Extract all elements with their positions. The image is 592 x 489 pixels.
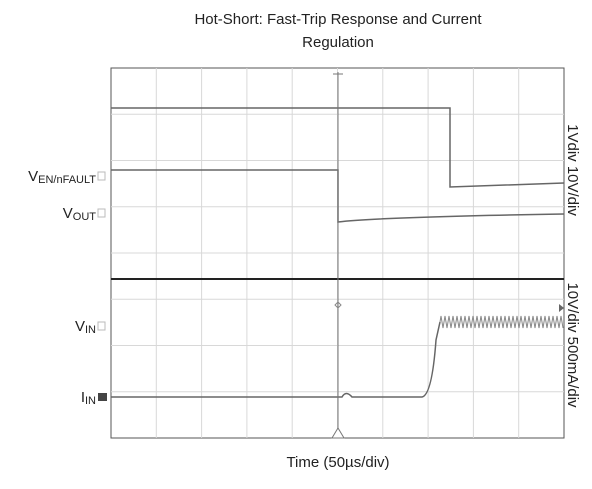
x-axis-label: Time (50µs/div) xyxy=(286,454,389,471)
trace-en xyxy=(111,107,565,188)
trace-iin-ripple xyxy=(439,315,564,329)
channel-symbol: V xyxy=(75,318,85,335)
channel-symbol: V xyxy=(63,205,73,222)
title-line: Regulation xyxy=(302,34,374,51)
channel-marker xyxy=(97,208,106,218)
channel-subscript: OUT xyxy=(73,211,97,223)
trigger-marker xyxy=(333,73,343,80)
channel-symbol: I xyxy=(81,389,85,406)
trace-iin xyxy=(111,321,441,398)
screen xyxy=(110,67,565,439)
title-line: Hot-Short: Fast-Trip Response and Curren… xyxy=(194,11,482,28)
time-marker xyxy=(331,427,345,439)
channel-marker xyxy=(97,171,106,181)
channel-subscript: IN xyxy=(85,395,96,407)
scale-label: 10V/div 500mA/div xyxy=(564,282,581,408)
scale-label: 1Vdiv 10V/div xyxy=(564,124,581,216)
trigger-point xyxy=(334,301,342,309)
level-marker xyxy=(559,304,564,312)
channel-subscript: IN xyxy=(85,324,96,336)
channel-symbol: V xyxy=(28,168,38,185)
channel-marker xyxy=(98,393,107,401)
channel-marker xyxy=(97,321,106,331)
channel-label: IIN xyxy=(81,389,96,407)
trace-vout xyxy=(111,169,565,223)
channel-labels: VEN/nFAULT VOUT VIN IIN xyxy=(28,168,107,407)
channel-label: VIN xyxy=(75,318,96,336)
channel-label: VOUT xyxy=(63,205,97,223)
channel-subscript: EN/nFAULT xyxy=(38,174,96,186)
channel-label: VEN/nFAULT xyxy=(28,168,96,186)
